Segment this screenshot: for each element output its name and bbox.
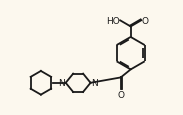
Text: HO: HO [106, 17, 119, 26]
Text: O: O [117, 90, 124, 99]
Text: N: N [91, 78, 98, 87]
Text: N: N [58, 78, 65, 87]
Text: O: O [142, 17, 149, 26]
